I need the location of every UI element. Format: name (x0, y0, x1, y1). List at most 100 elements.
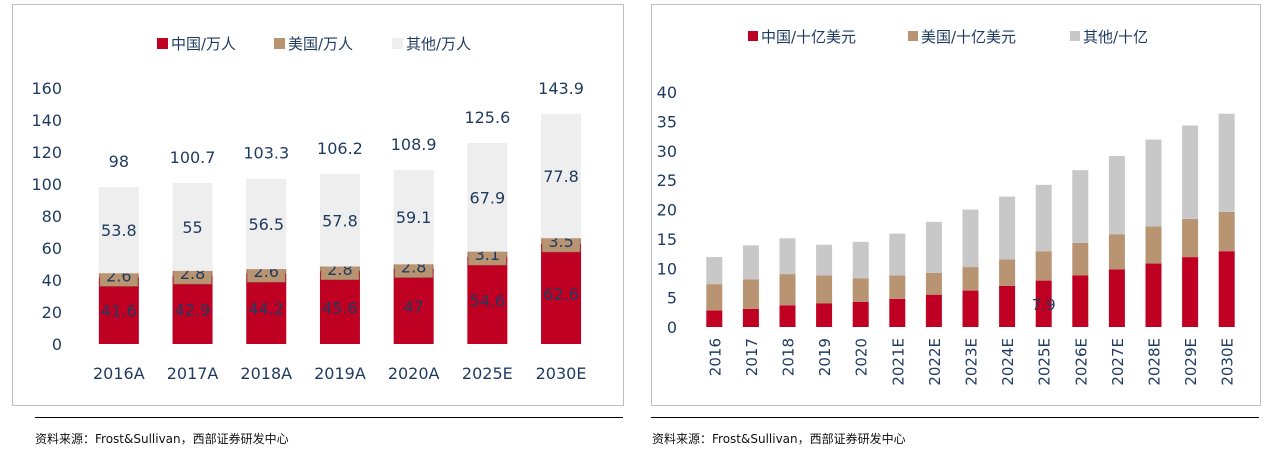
bar-segment-2 (246, 178, 287, 270)
y-tick-label: 20 (42, 303, 62, 322)
total-label: 100.7 (170, 148, 216, 167)
data-label-2: 59.1 (396, 208, 432, 227)
bar-segment-1 (925, 272, 942, 295)
bar-segment-0 (98, 277, 139, 344)
bar-segment-2 (541, 113, 582, 239)
x-tick-label: 2024E (999, 338, 1017, 386)
bar-segment-2 (889, 233, 906, 276)
y-tick-label: 100 (31, 175, 62, 194)
bar-segment-0 (816, 303, 833, 327)
x-tick-label: 2030E (536, 364, 587, 383)
bar-segment-2 (1035, 184, 1052, 252)
legend-swatch-2 (1070, 31, 1080, 41)
data-label-0: 54.6 (470, 291, 506, 310)
y-tick-label: 40 (42, 271, 62, 290)
x-tick-label: 2030E (1219, 338, 1237, 386)
x-tick-label: 2027E (1109, 338, 1127, 386)
bar-segment-0 (742, 308, 759, 327)
bar-segment-1 (1108, 234, 1125, 270)
x-tick-label: 2029E (1182, 338, 1200, 386)
bar-segment-2 (925, 221, 942, 273)
right-source-note: 资料来源：Frost&Sullivan，西部证券研发中心 (652, 432, 906, 446)
data-label-2: 57.8 (322, 211, 358, 230)
y-tick-label: 120 (31, 143, 62, 162)
y-tick-label: 30 (657, 142, 677, 161)
legend-label-1: 美国/万人 (288, 35, 353, 53)
bar-segment-1 (1072, 242, 1089, 276)
annotation-label: 7.9 (1032, 296, 1056, 314)
data-label-2: 53.8 (101, 221, 137, 240)
bar-segment-1 (779, 274, 796, 306)
bar-segment-0 (925, 294, 942, 327)
data-label-2: 55 (182, 218, 202, 237)
bar-segment-1 (1182, 218, 1199, 258)
legend-label-1: 美国/十亿美元 (921, 28, 1016, 46)
legend-swatch-2 (392, 38, 403, 49)
bar-segment-2 (962, 209, 979, 268)
bar-segment-0 (1035, 280, 1052, 327)
bar-segment-1 (742, 279, 759, 309)
y-tick-label: 5 (667, 289, 677, 308)
bar-segment-0 (1145, 263, 1162, 327)
bar-segment-1 (706, 284, 723, 311)
bar-segment-1 (962, 267, 979, 291)
bar-segment-2 (816, 244, 833, 276)
right-stacked-bar-chart: 中国/十亿美元 美国/十亿美元 其他/十亿 0 5 10 15 20 25 30 35 40 2016 2… (657, 28, 1237, 386)
legend-swatch-1 (274, 38, 285, 49)
bar-segment-0 (999, 285, 1016, 327)
bar-segment-2 (467, 143, 508, 252)
data-label-0: 47 (403, 297, 423, 316)
bar-segment-2 (1182, 125, 1199, 219)
x-tick-label: 2019A (314, 364, 366, 383)
x-tick-label: 2025E (1036, 338, 1054, 386)
y-tick-label: 80 (42, 207, 62, 226)
bar-segment-2 (779, 238, 796, 275)
data-label-2: 67.9 (470, 188, 506, 207)
bar-segment-1 (889, 275, 906, 299)
bar-segment-0 (467, 256, 508, 344)
left-divider (35, 417, 623, 418)
bar-segment-2 (98, 187, 139, 274)
bar-segment-0 (852, 301, 869, 327)
bar-segment-0 (1182, 257, 1199, 327)
bar-segment-0 (962, 290, 979, 327)
left-stacked-bar-chart: 中国/万人 美国/万人 其他/万人 0 20 40 60 80 100 120 140 160 41.6… (31, 35, 587, 383)
bar-segment-2 (999, 196, 1016, 260)
y-tick-label: 60 (42, 239, 62, 258)
bar-segment-2 (1072, 170, 1089, 243)
bar-segment-2 (393, 169, 434, 265)
y-tick-label: 160 (31, 79, 62, 98)
bar-segment-2 (1108, 156, 1125, 235)
bar-segment-0 (706, 310, 723, 327)
bar-segment-0 (1072, 275, 1089, 327)
bar-segment-1 (1145, 226, 1162, 264)
bar-segment-1 (852, 278, 869, 302)
x-tick-label: 2022E (926, 338, 944, 386)
y-tick-label: 0 (667, 318, 677, 337)
legend-label-2: 其他/十亿 (1083, 28, 1148, 46)
x-tick-label: 2028E (1146, 338, 1164, 386)
bar-segment-0 (172, 275, 213, 344)
bar-segment-2 (1145, 139, 1162, 227)
total-label: 125.6 (464, 108, 510, 127)
x-tick-label: 2020 (853, 338, 871, 376)
legend-swatch-1 (908, 31, 918, 41)
legend-label-0: 中国/十亿美元 (761, 28, 856, 46)
x-tick-label: 2018A (240, 364, 292, 383)
bar-segment-0 (889, 298, 906, 327)
x-tick-label: 2025E (462, 364, 513, 383)
x-tick-label: 2017 (743, 338, 761, 376)
bar-segment-1 (816, 275, 833, 304)
x-tick-label: 2023E (963, 338, 981, 386)
bar-segment-1 (999, 259, 1016, 286)
left-source-note: 资料来源：Frost&Sullivan，西部证券研发中心 (35, 432, 289, 446)
data-label-0: 45.6 (322, 299, 358, 318)
y-tick-label: 25 (657, 171, 677, 190)
total-label: 98 (109, 152, 129, 171)
right-divider (651, 417, 1259, 418)
bar-segment-0 (1218, 251, 1235, 327)
bar-segment-0 (1108, 269, 1125, 327)
legend-swatch-0 (157, 38, 168, 49)
x-tick-label: 2018 (780, 338, 798, 376)
bar-segment-1 (1035, 251, 1052, 281)
